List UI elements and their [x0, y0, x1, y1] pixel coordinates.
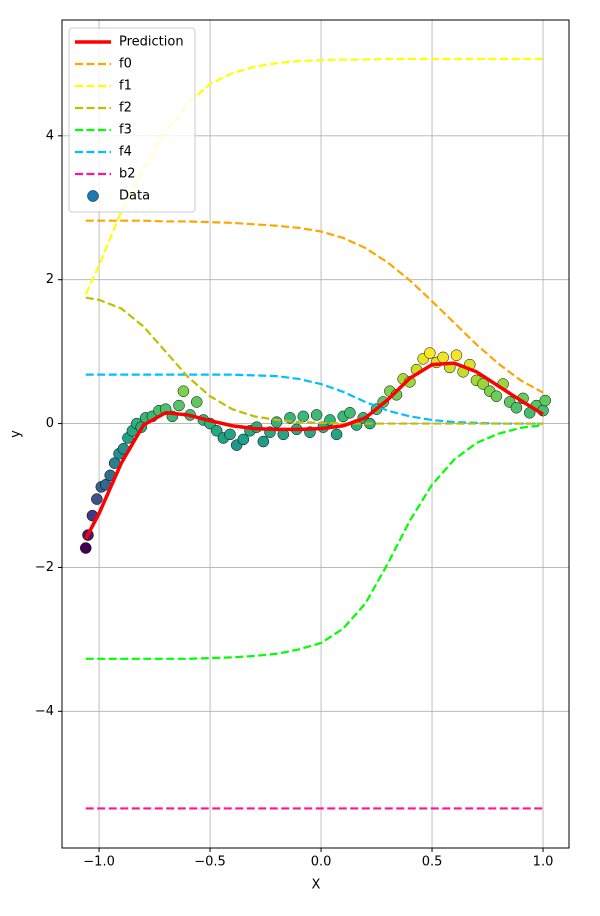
legend-label: f0 [119, 57, 132, 72]
x-tick-label: 0.0 [311, 855, 332, 870]
legend-box [68, 27, 196, 213]
y-tick-label: −2 [35, 560, 54, 575]
data-point [224, 428, 236, 441]
legend-label: Prediction [119, 35, 184, 50]
data-point [450, 349, 463, 361]
series-line [85, 423, 544, 660]
x-tick-label: 1.0 [533, 855, 554, 870]
y-tick-label: 4 [46, 128, 54, 143]
y-tick-label: 2 [46, 272, 54, 287]
data-point [173, 399, 185, 412]
data-point [257, 435, 270, 448]
data-point [237, 433, 250, 446]
legend-label: f3 [119, 123, 132, 138]
data-point [177, 385, 190, 397]
legend-label: b2 [119, 167, 136, 182]
legend-marker [87, 190, 99, 202]
data-point [190, 396, 203, 408]
data-point [210, 425, 223, 437]
x-axis-label: X [312, 878, 321, 893]
data-point [310, 409, 323, 421]
series-line [84, 361, 544, 540]
y-tick-label: 0 [46, 416, 54, 431]
x-tick-label: 0.5 [422, 855, 443, 870]
plot-area [80, 57, 551, 810]
data-point [437, 351, 449, 364]
series-line [85, 219, 544, 394]
data-point [297, 410, 310, 423]
data-point [91, 493, 103, 505]
data-point [424, 347, 436, 359]
data-point [490, 390, 503, 402]
x-tick-label: −1.0 [83, 855, 115, 870]
legend-label: Data [119, 189, 150, 204]
legend-label: f4 [119, 145, 132, 160]
data-point [270, 416, 283, 428]
data-point [344, 407, 356, 419]
data-point [539, 394, 551, 407]
x-tick-label: −0.5 [194, 855, 226, 870]
series-line [85, 296, 544, 425]
legend-label: f2 [119, 101, 132, 116]
legend-label: f1 [119, 79, 132, 94]
data-point [510, 401, 523, 414]
series-line [84, 57, 544, 295]
legend: Prediction f0 f1 f2 f3 f4 b2 Data [68, 27, 196, 213]
data-point [477, 378, 489, 390]
series-line [85, 373, 544, 425]
data-point [330, 428, 343, 441]
data-point [80, 542, 92, 554]
y-axis-label: y [9, 430, 24, 438]
axes-frame [61, 19, 570, 849]
y-tick-label: −4 [35, 704, 54, 719]
